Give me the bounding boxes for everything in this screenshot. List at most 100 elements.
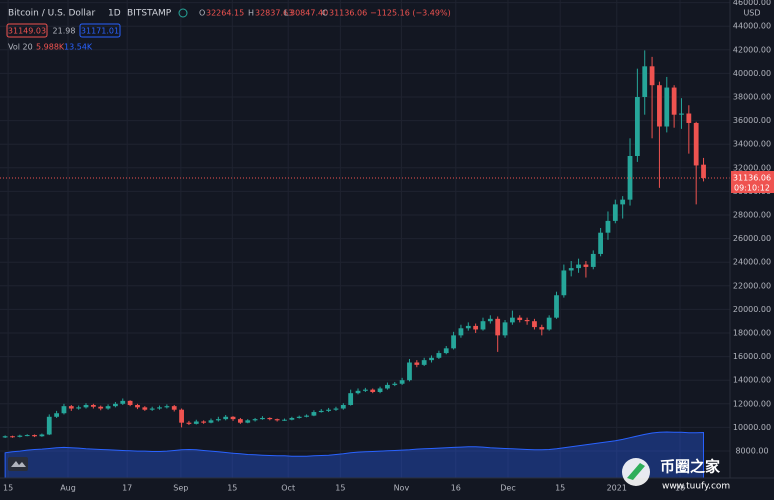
candle-body xyxy=(634,96,640,156)
candle-body xyxy=(362,389,368,391)
low-value: 30847.40 xyxy=(290,9,328,18)
candle-body xyxy=(135,404,140,408)
x-tick-label: 18 xyxy=(675,484,685,493)
candle-body xyxy=(355,390,361,394)
y-tick-label: 42000.00 xyxy=(733,45,771,54)
candle-body xyxy=(451,335,456,349)
y-tick-label: 8000.00 xyxy=(735,447,768,456)
candle-body xyxy=(318,410,324,413)
candle-body xyxy=(458,328,464,336)
bid-box xyxy=(6,23,48,38)
last-price-label: 31136.06 xyxy=(733,173,771,182)
y-tick-label: 10000.00 xyxy=(733,423,771,432)
candles xyxy=(0,50,730,439)
candle-body xyxy=(105,406,111,409)
volume-name: Vol 20 xyxy=(8,43,33,52)
candle-body xyxy=(113,403,118,407)
candle-body xyxy=(348,393,354,405)
candle-body xyxy=(598,232,604,254)
logo-icon xyxy=(11,461,26,467)
candle-body xyxy=(230,416,236,420)
candle-body xyxy=(664,87,670,127)
candle-body xyxy=(149,408,155,410)
spread: 21.98 xyxy=(53,27,76,36)
candle-body xyxy=(443,348,449,354)
y-tick-label: 34000.00 xyxy=(733,140,771,149)
candle-body xyxy=(289,417,295,420)
legend: Bitcoin / U.S. Dollar 1D BITSTAMP O 3226… xyxy=(6,8,451,52)
volume-value: 5.988K xyxy=(36,43,65,52)
candle-body xyxy=(83,404,89,408)
ask-box xyxy=(79,23,121,38)
candle-body xyxy=(590,253,596,267)
high-value: 32837.63 xyxy=(255,9,293,18)
interval: 1D xyxy=(108,9,121,19)
candle-body xyxy=(61,406,67,414)
candle-body xyxy=(539,327,545,330)
y-tick-label: 20000.00 xyxy=(733,305,771,314)
candle-body xyxy=(502,322,508,336)
bid: 31149.03 xyxy=(8,27,46,36)
candle-body xyxy=(157,407,162,409)
candle-body xyxy=(612,204,618,221)
candle-body xyxy=(605,220,611,233)
x-tick-label: Aug xyxy=(60,484,76,493)
candle-body xyxy=(208,420,214,423)
candle-body xyxy=(39,434,45,437)
candle-body xyxy=(546,317,552,330)
candle-body xyxy=(46,416,52,435)
candle-body xyxy=(480,321,486,330)
axes: 8000.00 10000.00 12000.00 14000.00 16000.00 1… xyxy=(3,0,774,493)
y-tick-label: 38000.00 xyxy=(733,92,771,101)
candle-body xyxy=(370,389,376,393)
x-tick-label: Oct xyxy=(281,484,295,493)
countdown: 09:10:12 xyxy=(734,183,770,192)
y-tick-label: 24000.00 xyxy=(733,258,771,267)
x-tick-label: 15 xyxy=(3,484,13,493)
candle-body xyxy=(98,406,104,409)
y-tick-label: 18000.00 xyxy=(733,328,771,337)
volume-pane xyxy=(4,431,705,479)
candle-body xyxy=(326,409,331,411)
ask: 31171.01 xyxy=(81,27,119,36)
candle-body xyxy=(473,325,479,330)
candle-body xyxy=(296,416,302,418)
candle-body xyxy=(377,388,383,393)
y-tick-label: 26000.00 xyxy=(733,234,771,243)
watermark-name: 币圈之家 xyxy=(660,458,720,476)
candle-body xyxy=(10,436,15,438)
candle-body xyxy=(76,407,82,409)
close-label: C xyxy=(322,9,328,18)
x-tick-label: 2021 xyxy=(607,484,627,493)
candle-body xyxy=(24,435,30,437)
change: −1125.16 (−3.49%) xyxy=(370,9,451,18)
candle-body xyxy=(260,417,265,420)
candle-body xyxy=(524,320,530,322)
candle-body xyxy=(164,406,170,408)
y-tick-label: 44000.00 xyxy=(733,22,771,31)
candle-body xyxy=(671,87,677,115)
candle-body xyxy=(17,435,23,437)
candle-body xyxy=(701,164,706,178)
watermark-logo-mark xyxy=(627,463,645,480)
candle-body xyxy=(267,417,273,420)
candle-body xyxy=(583,264,589,267)
y-tick-label: 32000.00 xyxy=(733,163,771,172)
x-tick-label: 17 xyxy=(122,484,132,493)
candle-body xyxy=(201,421,207,423)
candle-body xyxy=(414,362,420,365)
candle-body xyxy=(179,409,184,423)
candle-body xyxy=(142,407,148,410)
candle-body xyxy=(568,268,574,271)
grid xyxy=(0,0,730,478)
low-label: L xyxy=(284,9,289,18)
exchange: BITSTAMP xyxy=(127,9,172,19)
candle-body xyxy=(282,419,287,421)
symbol: Bitcoin / U.S. Dollar xyxy=(8,9,95,19)
candle-body xyxy=(686,113,692,123)
candle-body xyxy=(649,66,655,86)
candle-body xyxy=(657,85,662,127)
close-value: 31136.06 xyxy=(329,9,367,18)
